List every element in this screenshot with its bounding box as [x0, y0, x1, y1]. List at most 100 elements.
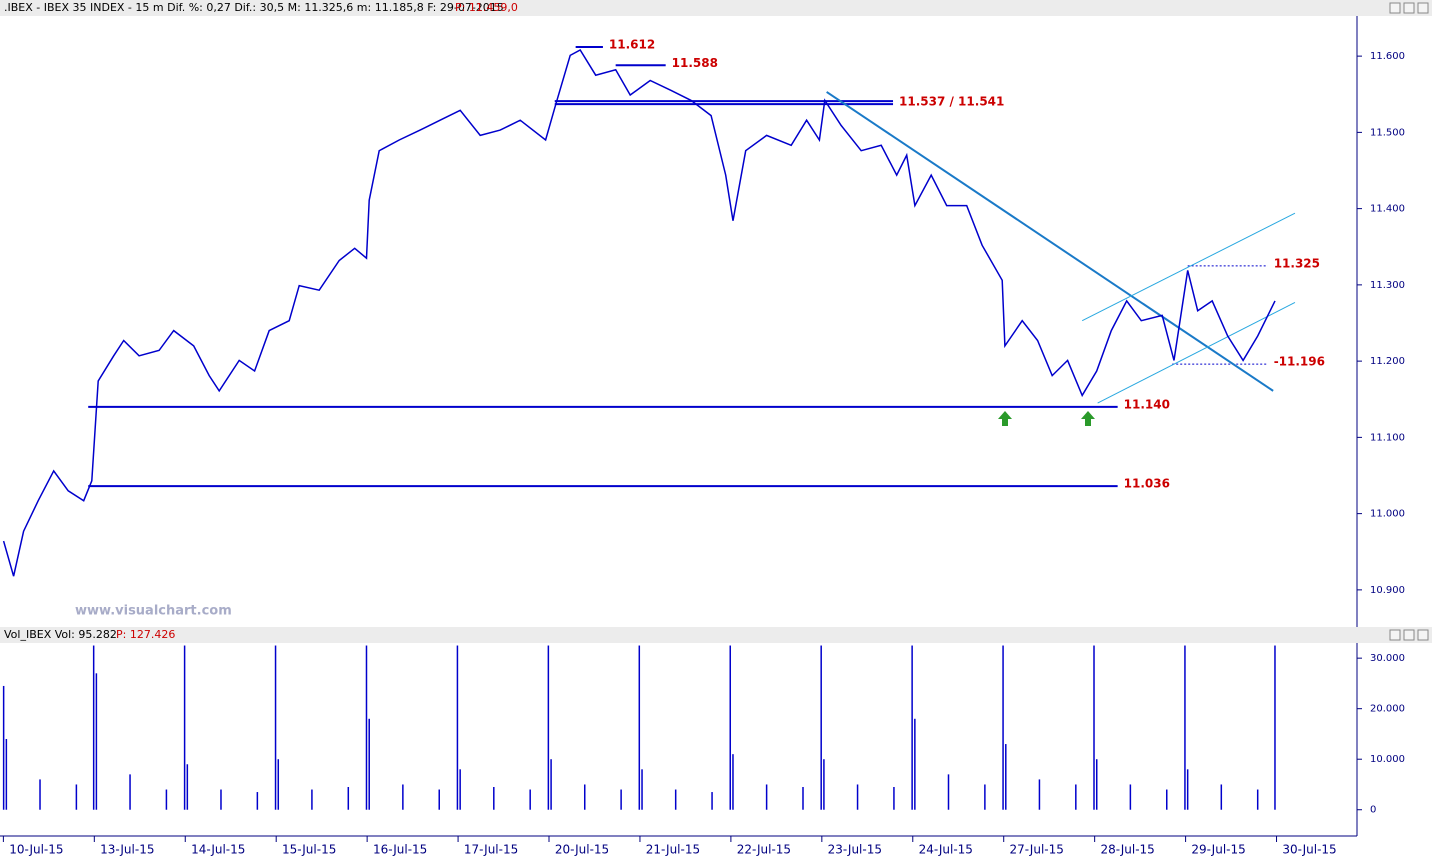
volume-bar: [1093, 645, 1095, 810]
volume-title: Vol_IBEX Vol: 95.282: [4, 628, 117, 641]
volume-bar: [620, 789, 622, 810]
volume-bar: [802, 787, 804, 810]
x-tick-label: 23-Jul-15: [828, 843, 882, 857]
volume-bar: [129, 774, 131, 810]
signal-arrow: [1081, 411, 1095, 426]
close-button[interactable]: [1417, 2, 1429, 14]
volume-bar: [402, 784, 404, 810]
volume-bar: [583, 784, 586, 810]
level-label: 11.036: [1124, 477, 1170, 491]
volume-bar: [823, 759, 825, 810]
volume-bar: [547, 645, 550, 810]
volume-bar: [1038, 779, 1041, 810]
minimize-button[interactable]: [1389, 2, 1401, 14]
volume-bar: [1186, 769, 1189, 810]
y-tick-label: 0: [1370, 805, 1376, 816]
maximize-button[interactable]: [1403, 629, 1415, 641]
volume-bar: [256, 792, 259, 810]
volume-bar: [1256, 789, 1259, 810]
x-tick-label: 29-Jul-15: [1191, 843, 1245, 857]
volume-bar: [856, 784, 859, 810]
volume-bar: [365, 645, 368, 810]
y-tick-label: 11.300: [1370, 280, 1405, 291]
x-tick-label: 10-Jul-15: [9, 843, 63, 857]
level-label: 11.325: [1274, 256, 1320, 270]
window-buttons: [1389, 2, 1429, 641]
volume-bar: [1220, 784, 1223, 810]
y-tick-label: 11.000: [1370, 509, 1405, 520]
y-tick-label: 10.000: [1370, 754, 1405, 765]
x-tick-label: 15-Jul-15: [282, 843, 336, 857]
close-button[interactable]: [1417, 629, 1429, 641]
volume-bar: [183, 645, 186, 810]
volume-bar: [529, 789, 531, 810]
volume-bar: [1075, 784, 1077, 810]
y-tick-label: 11.500: [1370, 127, 1405, 138]
y-tick-label: 11.100: [1370, 432, 1405, 443]
level-label: 11.612: [609, 37, 655, 51]
volume-bar: [220, 789, 222, 810]
level-label: 11.537 / 11.541: [899, 95, 1004, 109]
volume-bar: [1095, 759, 1098, 810]
x-tick-label: 27-Jul-15: [1010, 843, 1064, 857]
volume-bar: [456, 645, 459, 810]
volume-bar: [311, 789, 313, 810]
minimize-button[interactable]: [1389, 629, 1401, 641]
volume-bar: [947, 774, 950, 810]
volume-bar: [914, 718, 916, 810]
price-line: [2, 49, 1276, 577]
volume-bar: [820, 645, 822, 810]
volume-bar: [1005, 744, 1007, 810]
trend-line: [826, 91, 1274, 392]
volume-bar: [550, 759, 552, 810]
volume-bar: [75, 784, 78, 810]
volume-bar: [711, 792, 713, 810]
y-tick-label: 10.900: [1370, 585, 1405, 596]
price-header: [0, 0, 1432, 16]
x-tick-label: 30-Jul-15: [1282, 843, 1336, 857]
volume-bar: [92, 645, 95, 810]
signal-arrow: [998, 411, 1012, 426]
x-tick-label: 16-Jul-15: [373, 843, 427, 857]
volume-bar: [732, 754, 734, 810]
volume-bar: [186, 764, 189, 810]
x-tick-label: 28-Jul-15: [1100, 843, 1154, 857]
y-tick-label: 30.000: [1370, 653, 1405, 664]
maximize-button[interactable]: [1403, 2, 1415, 14]
x-tick-label: 24-Jul-15: [919, 843, 973, 857]
volume-bar: [95, 673, 98, 810]
volume-bar: [277, 759, 280, 810]
volume-bar: [438, 789, 440, 810]
trend-line: [1081, 212, 1296, 322]
y-tick-label: 11.400: [1370, 204, 1405, 215]
volume-note: P: 127.426: [116, 628, 175, 641]
level-label: -11.196: [1274, 355, 1325, 369]
volume-bar: [984, 784, 986, 810]
y-tick-label: 11.200: [1370, 356, 1405, 367]
watermark: www.visualchart.com: [75, 604, 232, 619]
y-tick-label: 20.000: [1370, 704, 1405, 715]
x-tick-label: 21-Jul-15: [646, 843, 700, 857]
chart-title: .IBEX - IBEX 35 INDEX - 15 m Dif. %: 0,2…: [4, 1, 504, 14]
volume-bar: [674, 789, 677, 810]
volume-bar: [1274, 645, 1276, 810]
volume-bar: [368, 718, 370, 810]
volume-bar: [459, 769, 461, 810]
volume-bar: [5, 739, 8, 810]
volume-bar: [1002, 645, 1004, 810]
y-tick-label: 11.600: [1370, 51, 1405, 62]
volume-bar: [165, 789, 168, 810]
x-tick-label: 14-Jul-15: [191, 843, 245, 857]
trend-line: [1097, 301, 1296, 404]
volume-header: [0, 627, 1432, 643]
x-tick-label: 17-Jul-15: [464, 843, 518, 857]
volume-bar: [893, 787, 895, 810]
volume-bar: [1129, 784, 1132, 810]
volume-bar: [638, 645, 641, 810]
volume-bar: [765, 784, 768, 810]
x-tick-label: 22-Jul-15: [737, 843, 791, 857]
volume-bar: [911, 645, 913, 810]
volume-bar: [39, 779, 41, 810]
